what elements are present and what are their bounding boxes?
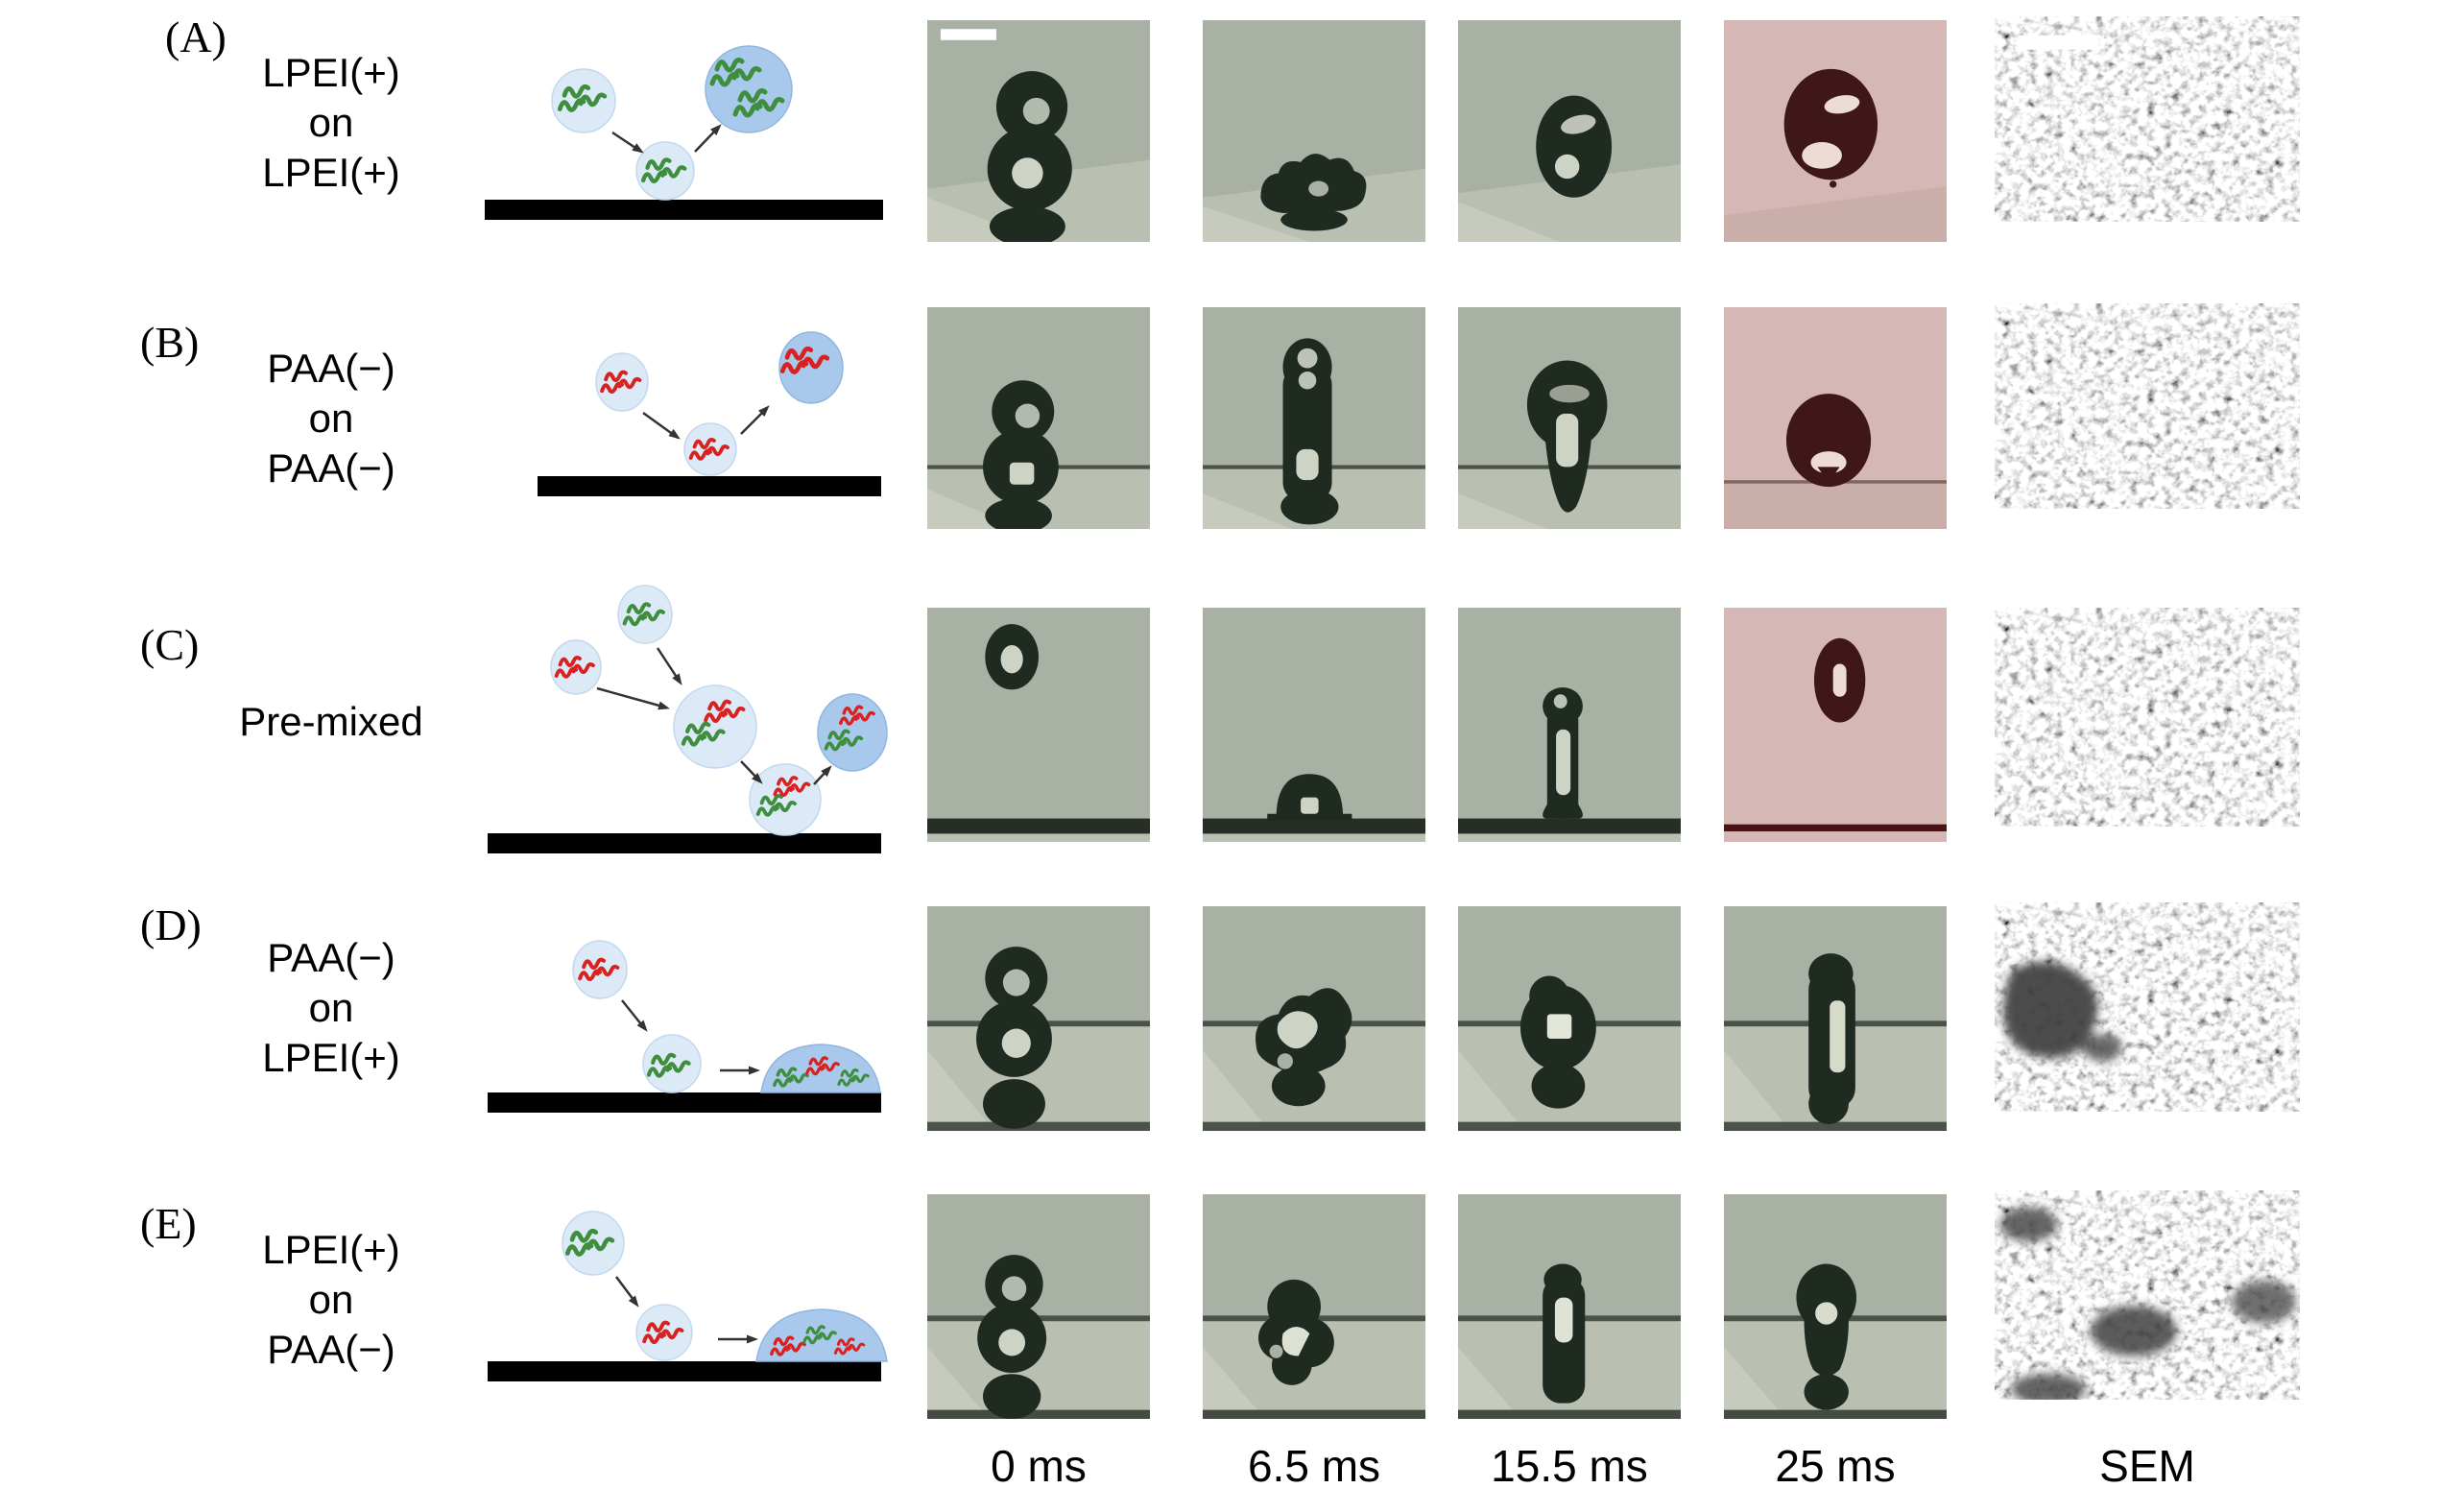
photo-b-6p5ms xyxy=(1203,307,1425,529)
photo-d-25ms-stick xyxy=(1724,906,1947,1131)
droplet xyxy=(1536,95,1613,198)
sem-texture xyxy=(1995,608,2300,827)
time-label-0ms: 0 ms xyxy=(991,1441,1087,1491)
droplet xyxy=(987,71,1072,242)
droplet xyxy=(983,380,1059,529)
photo-e-15p5ms xyxy=(1458,1194,1681,1419)
sem-d-polymer-film xyxy=(1995,902,2300,1112)
substrate-bar xyxy=(488,833,881,853)
photo-d-6p5ms xyxy=(1203,906,1425,1131)
sem-a xyxy=(1995,16,2300,222)
droplet xyxy=(1526,360,1608,513)
panel-tag-b: (B) xyxy=(140,318,200,367)
sem-texture xyxy=(1995,16,2300,222)
row-label-b-line2: on xyxy=(308,396,354,441)
photo-b-0ms xyxy=(927,307,1150,529)
photo-b-25ms-bounce xyxy=(1724,307,1947,529)
photo-a-0ms xyxy=(927,20,1150,242)
row-label-d-line3: LPEI(+) xyxy=(262,1035,400,1080)
substrate-bar xyxy=(485,200,883,220)
droplet-bounced xyxy=(778,331,844,404)
substrate-bar xyxy=(488,1092,881,1113)
photo-c-15p5ms xyxy=(1458,608,1681,842)
scale-bar xyxy=(2018,35,2099,50)
droplet-impact xyxy=(749,763,822,836)
time-label-15p5ms: 15.5 ms xyxy=(1491,1441,1648,1491)
row-label-e-line1: LPEI(+) xyxy=(262,1227,400,1272)
photo-a-25ms-bounce xyxy=(1724,20,1947,242)
panel-tag-e: (E) xyxy=(140,1199,197,1248)
photo-d-15p5ms xyxy=(1458,906,1681,1131)
photo-b-15p5ms xyxy=(1458,307,1681,529)
photo-e-6p5ms xyxy=(1203,1194,1425,1419)
sem-texture xyxy=(1995,303,2300,509)
schematic-c-premixed xyxy=(488,585,888,853)
photo-e-0ms xyxy=(927,1194,1150,1419)
row-label-a-line3: LPEI(+) xyxy=(262,150,400,195)
row-label-a: LPEI(+) on LPEI(+) xyxy=(187,48,475,198)
photo-d-0ms xyxy=(927,906,1150,1131)
row-label-d-line1: PAA(−) xyxy=(267,935,395,980)
sem-e-polymer-film xyxy=(1995,1190,2300,1400)
sem-label: SEM xyxy=(2099,1441,2195,1491)
row-label-d-line2: on xyxy=(308,985,354,1030)
sem-b xyxy=(1995,303,2300,509)
row-label-e-line2: on xyxy=(308,1277,354,1322)
scale-bar xyxy=(940,29,996,40)
time-label-6p5ms: 6.5 ms xyxy=(1247,1441,1381,1491)
time-label-25ms: 25 ms xyxy=(1775,1441,1896,1491)
row-label-e-line3: PAA(−) xyxy=(267,1327,395,1372)
schematic-a-bounce xyxy=(485,45,883,220)
polymer-deposit xyxy=(1999,1207,2297,1400)
photo-c-0ms xyxy=(927,608,1150,842)
schematic-d-stick xyxy=(488,940,881,1113)
row-label-c: Pre-mixed xyxy=(178,697,485,747)
droplet xyxy=(1785,394,1872,488)
arrow-red-to-mix xyxy=(596,686,667,709)
row-label-b-line1: PAA(−) xyxy=(267,346,395,391)
row-label-c-line1: Pre-mixed xyxy=(239,699,423,744)
photo-e-25ms-stick xyxy=(1724,1194,1947,1419)
row-label-a-line2: on xyxy=(308,100,354,145)
panel-tag-a: (A) xyxy=(165,12,227,61)
droplet-bounced xyxy=(705,45,793,133)
sem-c xyxy=(1995,608,2300,827)
photo-c-6p5ms xyxy=(1203,608,1425,842)
substrate-bar xyxy=(488,1361,881,1381)
row-label-b: PAA(−) on PAA(−) xyxy=(187,344,475,493)
droplet-bounced xyxy=(817,693,888,772)
panel-tag-d: (D) xyxy=(140,900,202,949)
droplet-mixed xyxy=(673,684,757,769)
row-label-a-line1: LPEI(+) xyxy=(262,50,400,95)
row-label-e: LPEI(+) on PAA(−) xyxy=(187,1225,475,1375)
schematic-b-bounce xyxy=(538,331,881,496)
panel-tag-c: (C) xyxy=(140,620,200,669)
schematic-e-stick xyxy=(488,1211,888,1381)
photo-c-25ms-bounce xyxy=(1724,608,1947,842)
droplet xyxy=(1267,774,1352,822)
photo-a-15p5ms xyxy=(1458,20,1681,242)
row-label-d: PAA(−) on LPEI(+) xyxy=(187,933,475,1083)
substrate-bar xyxy=(538,476,881,496)
droplet xyxy=(1796,1263,1857,1410)
row-label-b-line3: PAA(−) xyxy=(267,445,395,491)
photo-a-6p5ms xyxy=(1203,20,1425,242)
polymer-deposit xyxy=(2003,961,2122,1062)
